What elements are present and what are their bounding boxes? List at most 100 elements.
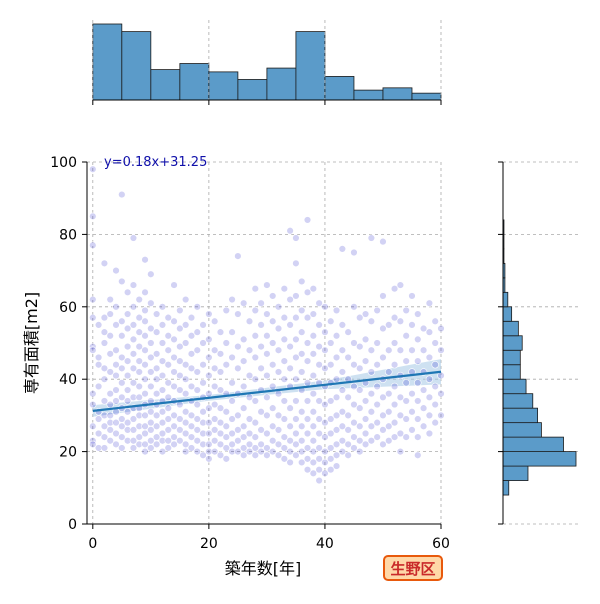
scatter-point	[390, 313, 399, 322]
scatter-point	[367, 234, 376, 242]
scatter-point	[396, 429, 405, 438]
scatter-point	[321, 458, 329, 467]
scatter-point	[100, 422, 109, 430]
scatter-point	[228, 353, 236, 362]
scatter-point	[344, 353, 352, 362]
scatter-point	[431, 418, 439, 427]
scatter-point	[280, 455, 289, 463]
scatter-point	[141, 256, 149, 264]
scatter-point	[199, 429, 207, 438]
scatter-point	[210, 400, 219, 409]
x-hist-bar	[266, 67, 297, 101]
scatter-point	[199, 339, 207, 347]
scatter-point	[94, 361, 103, 369]
y-hist-bar	[502, 407, 538, 424]
x-hist-bar	[382, 87, 413, 101]
scatter-point	[251, 451, 259, 459]
y-marginal-histogram	[498, 161, 580, 525]
scatter-point	[123, 357, 132, 365]
scatter-point	[332, 353, 341, 362]
scatter-point	[350, 339, 358, 347]
scatter-point	[152, 440, 161, 449]
scatter-point	[170, 440, 178, 449]
scatter-point	[222, 422, 230, 430]
scatter-point	[280, 433, 289, 441]
scatter-point	[385, 346, 393, 354]
scatter-point	[205, 353, 213, 362]
scatter-point	[100, 397, 109, 405]
scatter-point	[222, 433, 230, 441]
scatter-point	[292, 353, 300, 362]
scatter-point	[234, 437, 242, 445]
scatter-point	[228, 379, 236, 387]
scatter-point	[112, 361, 120, 369]
scatter-point	[141, 317, 149, 325]
scatter-point	[332, 375, 341, 383]
scatter-point	[112, 440, 120, 449]
scatter-point	[419, 346, 428, 354]
scatter-point	[303, 466, 312, 474]
confidence-band	[92, 359, 442, 417]
scatter-point	[431, 400, 439, 409]
scatter-point	[89, 313, 97, 322]
scatter-point	[390, 285, 399, 293]
scatter-point	[187, 411, 196, 420]
scatter-point	[425, 299, 434, 307]
scatter-point	[414, 397, 422, 405]
scatter-point	[251, 375, 259, 383]
scatter-point	[367, 408, 376, 416]
scatter-point	[367, 317, 376, 325]
scatter-point	[309, 285, 318, 293]
scatter-point	[135, 433, 143, 441]
y-axis-label: 専有面積[m2]	[22, 292, 41, 394]
scatter-point	[269, 317, 277, 325]
scatter-point	[385, 368, 393, 376]
scatter-point	[396, 346, 405, 354]
scatter-point	[181, 375, 190, 383]
scatter-point	[292, 313, 300, 322]
scatter-point	[373, 306, 381, 315]
scatter-point	[94, 321, 103, 329]
scatter-point	[158, 408, 167, 416]
scatter-point	[373, 382, 381, 391]
scatter-point	[187, 350, 196, 358]
scatter-point	[239, 404, 248, 412]
scatter-point	[89, 400, 97, 409]
scatter-points	[89, 165, 445, 485]
scatter-point	[315, 397, 323, 405]
scatter-point	[193, 400, 201, 409]
scatter-point	[141, 422, 149, 430]
y-hist-bar	[502, 320, 519, 337]
scatter-point	[164, 313, 172, 322]
scatter-point	[89, 212, 97, 221]
scatter-point	[257, 342, 265, 351]
x-hist-bar	[353, 89, 384, 101]
y-hist-bar	[502, 291, 509, 308]
scatter-point	[332, 411, 341, 420]
scatter-point	[280, 313, 289, 322]
scatter-point	[379, 237, 387, 246]
scatter-point	[228, 328, 236, 336]
scatter-point	[251, 397, 259, 405]
scatter-point	[327, 429, 335, 438]
scatter-point	[356, 437, 364, 445]
scatter-point	[129, 426, 138, 434]
scatter-point	[158, 418, 167, 427]
scatter-point	[158, 303, 167, 311]
scatter-point	[321, 433, 329, 441]
scatter-point	[147, 382, 155, 391]
y-tick-label: 20	[59, 445, 77, 461]
scatter-point	[176, 342, 184, 351]
scatter-point	[361, 397, 370, 405]
scatter-point	[129, 444, 138, 452]
scatter-point	[106, 295, 114, 304]
scatter-point	[158, 437, 167, 445]
scatter-point	[425, 353, 434, 362]
scatter-point	[112, 397, 120, 405]
scatter-point	[106, 350, 114, 358]
scatter-point	[239, 451, 248, 459]
scatter-point	[286, 295, 294, 304]
scatter-point	[338, 368, 347, 376]
scatter-point	[152, 422, 161, 430]
